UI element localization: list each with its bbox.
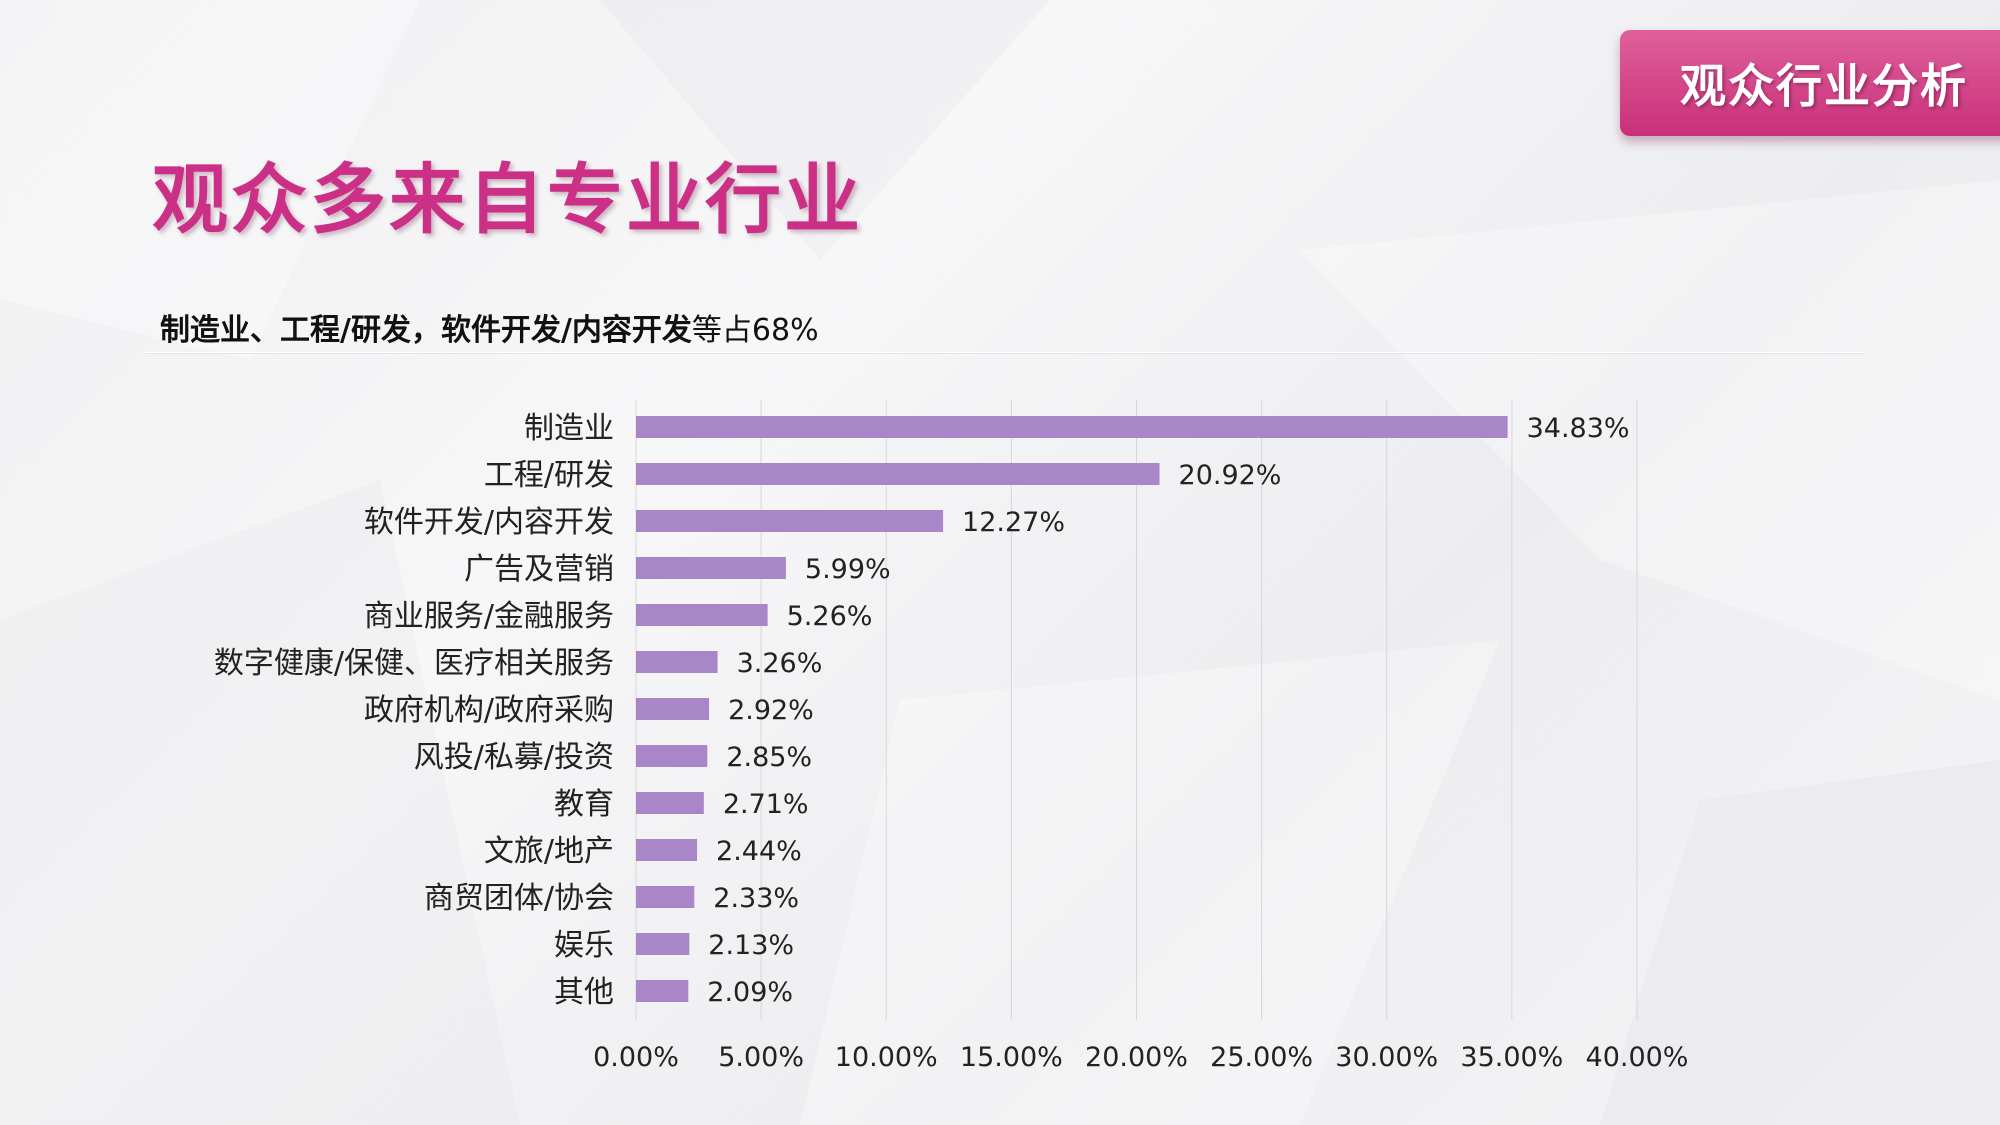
bar xyxy=(636,980,689,1002)
bar xyxy=(636,463,1160,485)
category-label: 其他 xyxy=(554,975,614,1010)
bar xyxy=(636,510,944,532)
category-label: 数字健康/保健、医疗相关服务 xyxy=(214,646,614,681)
subtitle-strong: 制造业、工程/研发，软件开发/内容开发 xyxy=(160,313,692,348)
data-label: 2.71% xyxy=(723,789,809,820)
data-label: 20.92% xyxy=(1179,460,1282,491)
data-label: 2.92% xyxy=(728,695,814,726)
bar xyxy=(636,557,786,579)
bar xyxy=(636,651,718,673)
divider xyxy=(145,352,1865,353)
data-label: 3.26% xyxy=(737,648,823,679)
data-label: 2.44% xyxy=(716,836,802,867)
x-tick-label: 25.00% xyxy=(1210,1042,1313,1073)
bar xyxy=(636,792,704,814)
data-label: 5.26% xyxy=(787,601,873,632)
category-label: 商业服务/金融服务 xyxy=(364,599,614,634)
data-label: 2.09% xyxy=(707,977,793,1008)
data-label: 12.27% xyxy=(962,507,1065,538)
data-label: 2.13% xyxy=(708,930,794,961)
category-label: 文旅/地产 xyxy=(484,834,614,869)
x-tick-label: 30.00% xyxy=(1335,1042,1438,1073)
x-tick-label: 0.00% xyxy=(593,1042,679,1073)
subtitle: 制造业、工程/研发，软件开发/内容开发等占68% xyxy=(160,305,819,349)
category-label: 广告及营销 xyxy=(464,552,614,587)
page-title: 观众多来自专业行业 xyxy=(152,155,863,244)
x-tick-label: 5.00% xyxy=(718,1042,804,1073)
category-label: 商贸团体/协会 xyxy=(424,881,614,916)
category-label: 工程/研发 xyxy=(484,458,614,493)
category-label: 政府机构/政府采购 xyxy=(364,693,614,728)
data-label: 5.99% xyxy=(805,554,891,585)
bar xyxy=(636,604,768,626)
category-label: 软件开发/内容开发 xyxy=(364,505,614,540)
x-tick-label: 35.00% xyxy=(1460,1042,1563,1073)
data-label: 34.83% xyxy=(1527,413,1630,444)
x-tick-label: 20.00% xyxy=(1085,1042,1188,1073)
bar xyxy=(636,933,690,955)
bar xyxy=(636,416,1508,438)
subtitle-rest: 等占68% xyxy=(691,313,819,348)
data-label: 2.85% xyxy=(726,742,812,773)
category-label: 教育 xyxy=(554,787,614,822)
section-tag-label: 观众行业分析 xyxy=(1680,59,1968,113)
bar xyxy=(636,698,710,720)
category-label: 风投/私募/投资 xyxy=(414,740,614,775)
x-tick-label: 40.00% xyxy=(1586,1042,1689,1073)
bar xyxy=(636,745,708,767)
x-tick-label: 10.00% xyxy=(835,1042,938,1073)
data-label: 2.33% xyxy=(713,883,799,914)
x-tick-label: 15.00% xyxy=(960,1042,1063,1073)
bar xyxy=(636,886,695,908)
bar xyxy=(636,839,698,861)
category-label: 娱乐 xyxy=(554,928,614,963)
category-label: 制造业 xyxy=(524,411,614,446)
section-tag: 观众行业分析 xyxy=(1620,30,2000,136)
